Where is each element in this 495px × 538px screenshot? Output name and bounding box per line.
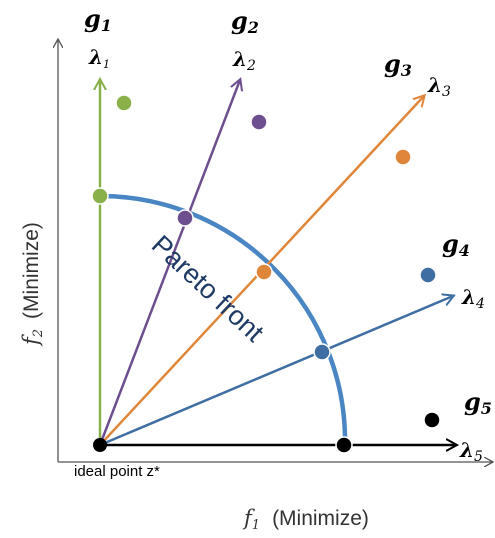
ideal-point-label: ideal point z* [74,463,160,480]
g1-label: g1 [84,4,112,35]
lambda-4-vector [99,296,453,447]
g3-label: g3 [384,49,412,80]
g4-label: g4 [442,229,470,260]
front-point-2 [176,209,194,227]
y-axis-label: f2(Minimize) [19,222,46,347]
pareto-front-curve [99,193,348,446]
front-point-1 [91,187,109,205]
front-point-5 [335,436,353,454]
lambda3-label: λ3 [427,73,451,100]
g5-label: g5 [464,387,492,418]
lambda-2-vector [98,80,240,446]
solution-point-1 [115,94,133,112]
g2-label: g2 [231,6,259,37]
front-point-4 [313,343,331,361]
solution-point-4 [419,266,437,284]
solution-point-2 [250,113,268,131]
front-point-3 [255,263,273,281]
lambda5-label: λ5 [459,438,483,465]
lambda2-label: λ2 [232,47,256,74]
solution-point-5 [423,411,441,429]
ideal-point-marker [93,438,107,452]
lambda4-label: λ4 [461,285,485,312]
x-axis-label: f1 (Minimize) [242,506,369,533]
solution-point-3 [394,148,412,166]
lambda1-label: λ1 [88,45,110,71]
